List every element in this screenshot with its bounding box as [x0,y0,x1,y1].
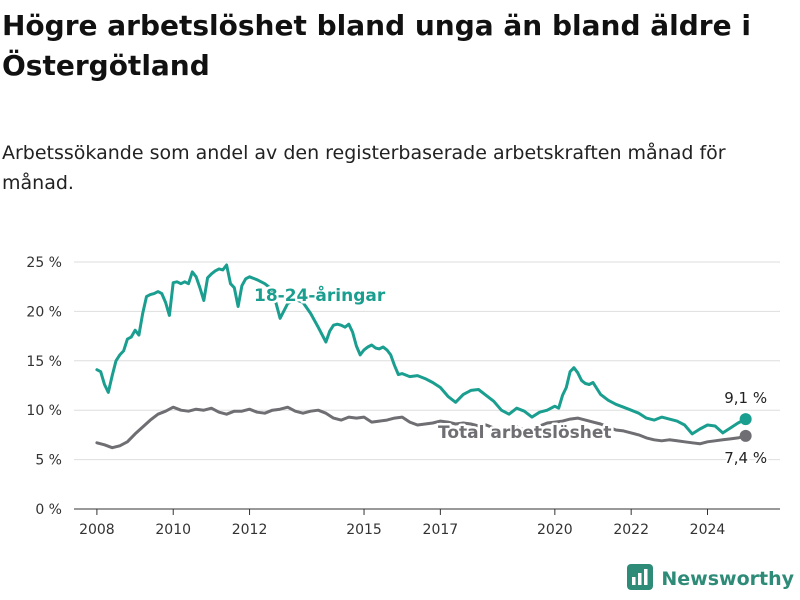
series-name-label-1: Total arbetslöshet [438,423,612,443]
x-axis: 2008 2010 2012 2015 2017 2020 2022 2024 [79,509,725,538]
grid-lines [74,261,780,510]
series-end-label-1: 7,4 % [724,449,767,467]
y-tick-label: 20 % [26,304,62,320]
series-lines [95,263,752,450]
x-tick-label: 2020 [537,522,573,538]
y-tick-label: 5 % [35,453,62,469]
series-line-1 [95,405,748,450]
y-axis: 0 % 5 % 10 % 15 % 20 % 25 % [26,255,62,518]
x-tick-label: 2012 [232,522,268,538]
x-tick-label: 2017 [423,522,459,538]
y-tick-label: 15 % [26,354,62,370]
series-line-0 [95,263,748,436]
line-chart: 2008 2010 2012 2015 2017 2020 2022 2024 0 % 5 % 1… [26,255,780,538]
y-tick-label: 10 % [26,403,62,419]
y-tick-label: 25 % [26,255,62,271]
brand-logo: Newsworthy [627,564,794,594]
page-title: Högre arbetslöshet bland unga än bland ä… [2,9,751,82]
x-tick-label: 2015 [346,522,382,538]
brand-name: Newsworthy [661,568,794,590]
x-tick-label: 2010 [155,522,191,538]
series-end-marker-1 [739,429,752,442]
series-end-marker-0 [739,413,752,426]
x-tick-label: 2022 [613,522,649,538]
page-subtitle: Arbetssökande som andel av den registerb… [2,142,726,194]
x-tick-label: 2008 [79,522,115,538]
y-tick-label: 0 % [35,502,62,518]
bar-chart-logo-icon [627,564,654,594]
series-labels: 18-24-åringar Total arbetslöshet 9,1 % 7,4 … [252,282,770,469]
series-name-label-0: 18-24-åringar [254,284,386,306]
series-end-label-0: 9,1 % [724,389,767,407]
x-tick-label: 2024 [690,522,726,538]
